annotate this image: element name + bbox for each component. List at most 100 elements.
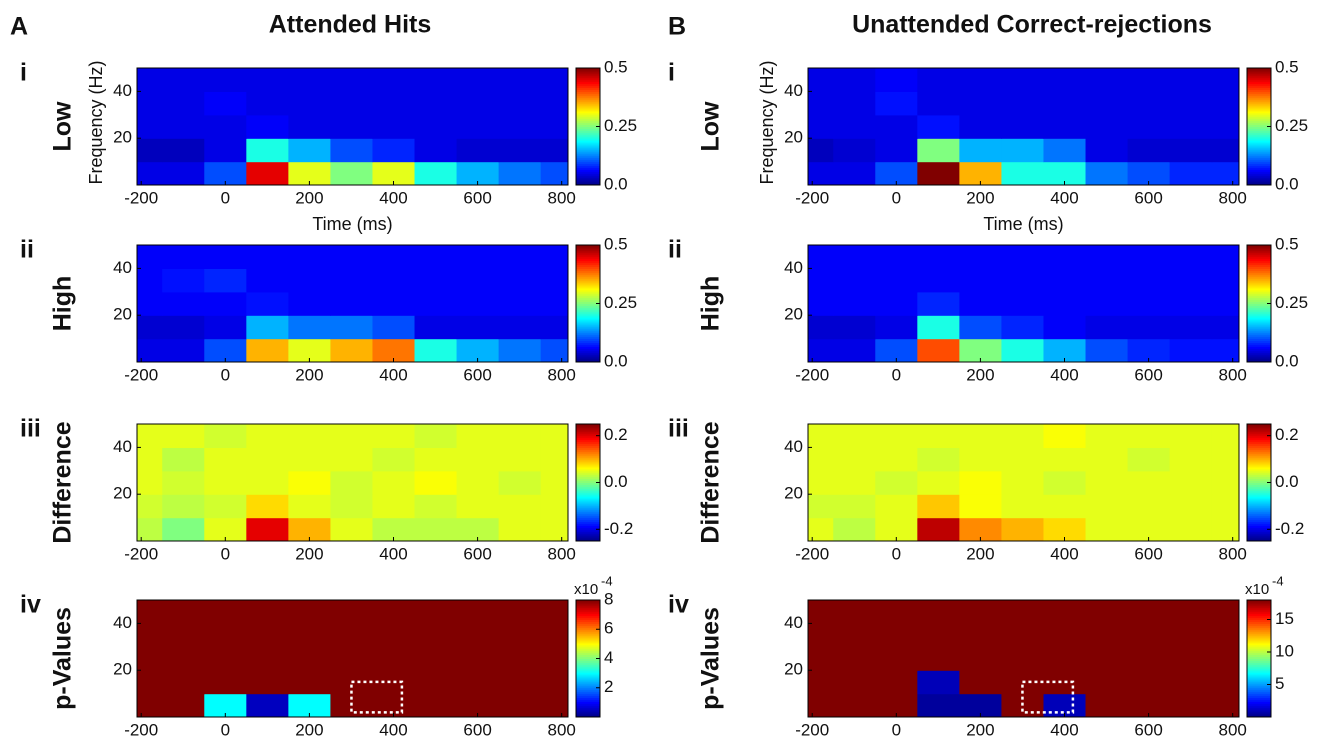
heatmap-cell	[959, 494, 1003, 519]
colorbar-step	[1247, 464, 1271, 468]
colorbar-step	[576, 482, 600, 485]
colorbar-step	[576, 173, 600, 176]
heatmap-cell	[288, 470, 332, 495]
colorbar-step	[1247, 77, 1271, 81]
heatmap-cell	[137, 291, 163, 316]
heatmap-cell	[917, 161, 960, 185]
colorbar-step	[1247, 492, 1271, 495]
heatmap-cell	[288, 600, 332, 624]
heatmap-cell	[875, 670, 918, 695]
heatmap-cell	[137, 68, 163, 92]
y-tick-label: 20	[784, 305, 803, 324]
colorbar-step	[1247, 159, 1271, 163]
colorbar-step	[1247, 656, 1271, 659]
heatmap-cell	[875, 646, 918, 671]
colorbar-step	[1247, 293, 1271, 297]
colorbar-step	[1247, 134, 1271, 137]
heatmap-cell	[162, 494, 205, 519]
heatmap-cell	[204, 693, 247, 717]
colorbar-step	[576, 447, 600, 450]
heatmap-cell	[246, 161, 289, 185]
colorbar-step	[1247, 336, 1271, 340]
plot-frame	[807, 599, 1240, 718]
heatmap-cell	[246, 470, 289, 495]
colorbar-step	[1247, 533, 1271, 536]
colorbar-step	[576, 284, 600, 287]
colorbar-step	[576, 323, 600, 326]
colorbar-step	[1247, 103, 1271, 106]
colorbar-step	[1247, 693, 1271, 697]
heatmap-cell	[1001, 470, 1045, 495]
colorbar-tick-label: 0.5	[1275, 57, 1299, 76]
heatmap-cell	[372, 91, 416, 116]
heatmap-cell	[498, 138, 542, 163]
colorbar-step	[1247, 87, 1271, 90]
heatmap-cell	[833, 91, 876, 116]
colorbar-step	[1247, 114, 1271, 118]
colorbar-step	[1247, 474, 1271, 478]
colorbar-step	[1247, 144, 1271, 147]
x-tick-label: 800	[548, 365, 576, 384]
heatmap-cell	[1169, 623, 1213, 648]
heatmap-cell	[875, 291, 918, 316]
heatmap-cell	[1211, 424, 1239, 448]
colorbar-tick-label: -0.2	[604, 519, 633, 538]
y-tick-label: 20	[113, 128, 132, 147]
heatmap-cells	[137, 600, 568, 717]
colorbar-step	[1247, 112, 1271, 116]
heatmap-cell	[959, 517, 1003, 541]
colorbar-step	[1247, 301, 1271, 304]
heatmap-cell	[833, 291, 876, 316]
colorbar-step	[1247, 250, 1271, 254]
heatmap-cell	[1169, 517, 1213, 541]
colorbar-step	[1247, 699, 1271, 702]
row-label: High	[49, 276, 77, 332]
colorbar-step	[576, 360, 600, 363]
colorbar-step	[576, 93, 600, 96]
heatmap-cell	[372, 245, 416, 269]
heatmap-cell	[1085, 646, 1129, 671]
colorbar-step	[1247, 338, 1271, 342]
colorbar-step	[576, 644, 600, 648]
colorbar-step	[1247, 326, 1271, 330]
heatmap-cell	[1127, 670, 1171, 695]
colorbar-step	[1247, 513, 1271, 517]
colorbar-step	[1247, 615, 1271, 619]
colorbar-step	[576, 464, 600, 468]
heatmap-cell	[1043, 91, 1087, 116]
colorbar-step	[576, 352, 600, 355]
colorbar-step	[576, 631, 600, 634]
heatmap-cell	[540, 470, 568, 495]
colorbar-step	[576, 307, 600, 310]
colorbar-step	[1247, 130, 1271, 133]
heatmap-cell	[1001, 447, 1045, 472]
colorbar-step	[576, 603, 600, 607]
heatmap-cell	[959, 424, 1003, 448]
colorbar-step	[576, 523, 600, 526]
heatmap-cell	[204, 338, 247, 362]
heatmap-cell	[1169, 114, 1213, 139]
heatmap-cell	[540, 68, 568, 92]
colorbar-step	[576, 309, 600, 312]
colorbar-step	[576, 278, 600, 281]
colorbar-step	[576, 445, 600, 448]
heatmap-cell	[498, 470, 542, 495]
heatmap-cell	[288, 693, 332, 717]
colorbar-step	[1247, 424, 1271, 427]
heatmap-cell	[833, 114, 876, 139]
colorbar-step	[1247, 711, 1271, 714]
heatmap-cells	[137, 245, 568, 362]
colorbar-step	[576, 165, 600, 168]
colorbar-step	[1247, 527, 1271, 530]
x-tick-label: 200	[966, 188, 994, 207]
heatmap-cell	[959, 646, 1003, 671]
colorbar-step	[576, 685, 600, 689]
heatmap-cell	[456, 447, 500, 472]
colorbar-step	[1247, 644, 1271, 648]
x-tick-label: 400	[379, 365, 407, 384]
heatmap-cell	[288, 268, 332, 293]
heatmap-cell	[808, 623, 834, 648]
heatmap-cell	[330, 424, 374, 448]
heatmap-cell	[1127, 646, 1171, 671]
heatmap-cell	[137, 338, 163, 362]
